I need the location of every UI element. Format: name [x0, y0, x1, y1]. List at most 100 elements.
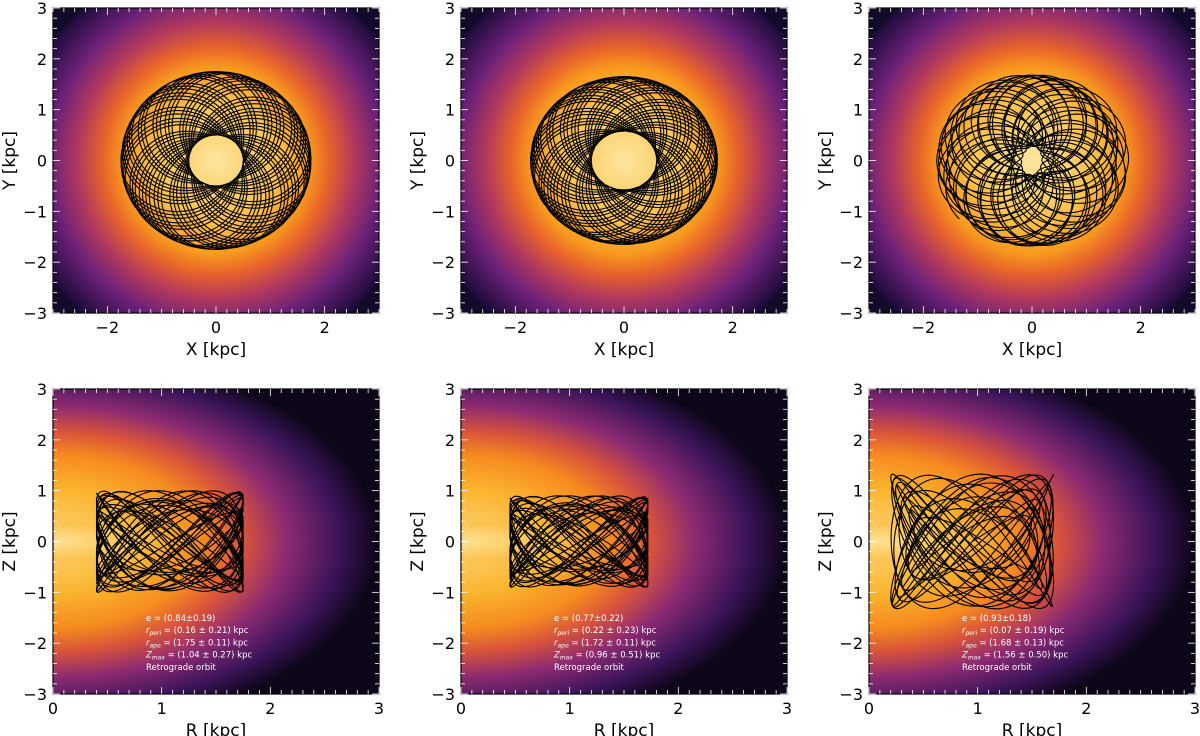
plot-area: [461, 389, 787, 694]
y-tick-label: 2: [37, 50, 47, 69]
panel-top-left: −2 0 2 −3 −2 −1 0 1 2 3 X [kpc] Y [kpc]: [0, 0, 380, 360]
density-map: [869, 8, 1195, 313]
y-tick-label: 0: [853, 152, 863, 171]
y-tick-label: −3: [431, 304, 455, 323]
y-axis-label: Y [kpc]: [408, 131, 428, 191]
orbit-type-label: Retrograde orbit: [554, 663, 624, 673]
y-axis-label: Y [kpc]: [816, 131, 836, 191]
y-tick-label: 1: [445, 482, 455, 501]
y-tick-label: −2: [839, 253, 863, 272]
y-tick-label: 2: [445, 431, 455, 450]
minor-ticks: [52, 7, 380, 314]
x-axis-label: R [kpc]: [186, 721, 246, 736]
orbit-trajectory: [120, 70, 312, 250]
y-tick-label: 2: [445, 50, 455, 69]
y-tick-label: −2: [23, 634, 47, 653]
y-tick-label: 3: [853, 380, 863, 399]
y-tick-label: 3: [445, 0, 455, 18]
x-tick-label: 2: [1081, 699, 1091, 718]
y-tick-label: 0: [445, 533, 455, 552]
x-axis-label: X [kpc]: [1002, 340, 1062, 360]
y-tick-label: −3: [23, 685, 47, 704]
panel-top-right: −2 0 2 −3 −2 −1 0 1 2 3 X [kpc] Y [kpc]: [816, 0, 1196, 360]
y-tick-label: 3: [37, 0, 47, 18]
eccentricity-label: e = (0.84±0.19): [146, 614, 215, 624]
x-tick-label: 1: [973, 699, 983, 718]
y-tick-label: −1: [23, 202, 47, 221]
plot-area: [869, 8, 1195, 313]
y-tick-label: −3: [839, 685, 863, 704]
orbit-trajectory: [509, 495, 649, 588]
r-peri-label: rperi = (0.22 ± 0.23) kpc: [554, 626, 657, 637]
y-tick-label: 2: [853, 431, 863, 450]
eccentricity-label: e = (0.77±0.22): [554, 614, 623, 624]
panel-top-middle: −2 0 2 −3 −2 −1 0 1 2 3 X [kpc] Y [kpc]: [408, 0, 788, 360]
y-tick-label: 3: [37, 380, 47, 399]
y-tick-label: 3: [853, 0, 863, 18]
y-tick-label: −1: [431, 202, 455, 221]
x-tick-label: 0: [456, 699, 466, 718]
y-tick-label: −2: [431, 253, 455, 272]
y-tick-label: 0: [37, 152, 47, 171]
x-tick-label: 0: [48, 699, 58, 718]
x-tick-label: 3: [1190, 699, 1200, 718]
r-apo-label: rapo = (1.72 ± 0.11) kpc: [554, 638, 656, 649]
y-tick-label: 2: [853, 50, 863, 69]
y-axis-label: Z [kpc]: [816, 511, 836, 571]
minor-ticks: [868, 7, 1196, 314]
x-tick-label: 0: [864, 699, 874, 718]
x-tick-label: 2: [673, 699, 683, 718]
y-tick-label: 3: [445, 380, 455, 399]
orbit-trajectory: [890, 473, 1055, 610]
y-tick-label: 0: [445, 152, 455, 171]
y-axis-label: Y [kpc]: [0, 131, 20, 191]
orbit-type-label: Retrograde orbit: [962, 663, 1032, 673]
x-tick-label: 3: [374, 699, 384, 718]
y-tick-label: −1: [23, 583, 47, 602]
x-tick-label: 1: [565, 699, 575, 718]
y-tick-label: 2: [37, 431, 47, 450]
x-axis-label: R [kpc]: [1002, 721, 1062, 736]
y-tick-label: −2: [839, 634, 863, 653]
x-tick-label: −2: [96, 318, 120, 337]
r-peri-label: rperi = (0.16 ± 0.21) kpc: [146, 626, 249, 637]
x-tick-label: 2: [320, 318, 330, 337]
density-map: [461, 8, 787, 313]
minor-ticks: [460, 388, 788, 695]
x-tick-label: 2: [265, 699, 275, 718]
orbit-trajectory: [95, 490, 244, 593]
panel-bottom-middle: 0 1 2 3 −3 −2 −1 0 1 2 3 R [kpc] Z [kpc] e = (0.77±0.…: [408, 380, 792, 736]
y-tick-label: −3: [839, 304, 863, 323]
r-peri-label: rperi = (0.07 ± 0.19) kpc: [962, 626, 1065, 637]
z-max-label: Zmax = (1.04 ± 0.27) kpc: [145, 651, 252, 662]
y-tick-label: 1: [853, 101, 863, 120]
r-apo-label: rapo = (1.68 ± 0.13) kpc: [962, 638, 1064, 649]
y-tick-label: −3: [431, 685, 455, 704]
y-tick-label: 1: [37, 101, 47, 120]
orbit-trajectory: [936, 74, 1130, 247]
y-tick-label: −3: [23, 304, 47, 323]
plot-area: [461, 8, 787, 313]
x-axis-label: R [kpc]: [594, 721, 654, 736]
y-tick-label: 0: [853, 533, 863, 552]
x-tick-label: 0: [211, 318, 221, 337]
x-tick-label: 2: [1136, 318, 1146, 337]
x-tick-label: −2: [912, 318, 936, 337]
y-tick-label: −1: [431, 583, 455, 602]
x-tick-label: −2: [504, 318, 528, 337]
y-tick-label: 1: [37, 482, 47, 501]
y-axis-label: Z [kpc]: [408, 511, 428, 571]
orbit-trajectory: [530, 76, 719, 245]
x-tick-label: 0: [1027, 318, 1037, 337]
z-max-label: Zmax = (0.96 ± 0.51) kpc: [553, 651, 660, 662]
panel-bottom-left: 0 1 2 3 −3 −2 −1 0 1 2 3 R [kpc] Z [kpc] e = (0.84±0.…: [0, 380, 384, 736]
y-tick-label: 0: [37, 533, 47, 552]
x-tick-label: 3: [782, 699, 792, 718]
y-tick-label: 1: [445, 101, 455, 120]
z-max-label: Zmax = (1.56 ± 0.50) kpc: [961, 651, 1068, 662]
y-axis-label: Z [kpc]: [0, 511, 20, 571]
eccentricity-label: e = (0.93±0.18): [962, 614, 1031, 624]
y-tick-label: −2: [431, 634, 455, 653]
density-map: [53, 8, 379, 313]
